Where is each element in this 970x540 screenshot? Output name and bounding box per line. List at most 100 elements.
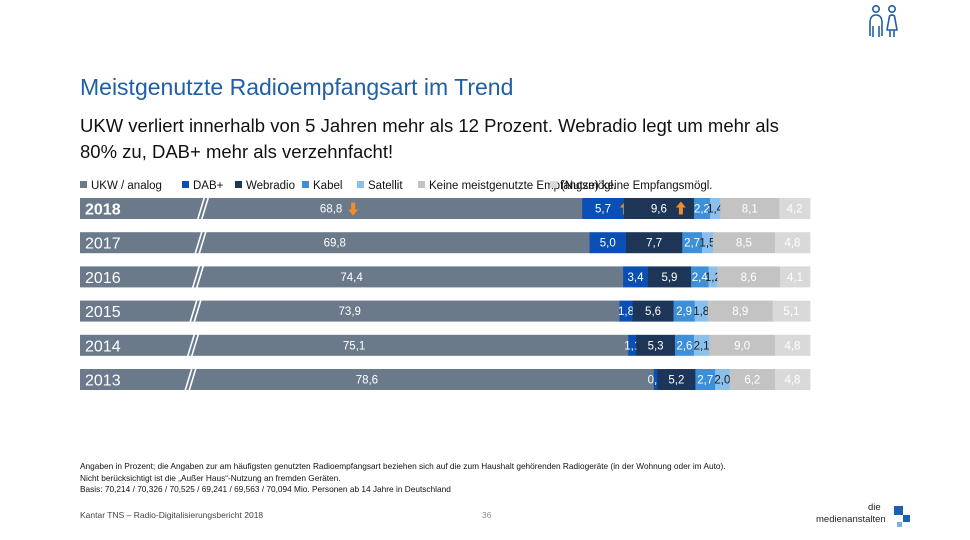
legend-swatch — [302, 181, 309, 188]
legend-label: Kabel — [313, 180, 343, 192]
data-label: 1,2 — [705, 272, 721, 284]
footer-source: Kantar TNS – Radio-Digitalisierungsberic… — [80, 510, 264, 520]
category-label: 2018 — [85, 202, 121, 219]
footnote-line: Angaben in Prozent; die Angaben zur am h… — [80, 461, 726, 471]
data-label: 69,8 — [324, 238, 346, 250]
category-label: 2014 — [85, 338, 121, 355]
bar-segment — [720, 198, 780, 219]
legend-item: Satellit — [357, 180, 403, 192]
data-label: 8,1 — [742, 204, 758, 216]
data-label: 78,6 — [356, 375, 378, 387]
data-label: 8,6 — [741, 272, 757, 284]
data-label: 2,9 — [676, 306, 692, 318]
data-label: 2,2 — [694, 204, 710, 216]
data-label: 1,8 — [618, 306, 634, 318]
break-mark — [193, 299, 202, 323]
arrow-down-icon — [348, 202, 359, 216]
legend-item: Keine meistgenutzte Empfangsmögl. — [418, 180, 616, 192]
bar-segment — [673, 300, 696, 322]
bar-segment — [774, 232, 811, 254]
bar-segment — [632, 300, 674, 322]
bar-segment — [717, 266, 781, 288]
data-label: 8,5 — [736, 238, 752, 250]
bar-segment — [774, 334, 811, 356]
data-label: 6,2 — [744, 375, 760, 387]
data-label: 9,0 — [734, 340, 750, 352]
category-label: 2015 — [85, 304, 121, 321]
data-label: 2,4 — [692, 272, 709, 284]
legend-item: Kabel — [302, 180, 342, 192]
data-label: 1,5 — [699, 238, 715, 250]
data-label: 9,6 — [651, 204, 667, 216]
data-label: 5,9 — [661, 272, 677, 284]
data-label: 2,7 — [684, 238, 700, 250]
legend-label: UKW / analog — [91, 180, 162, 192]
legend-item: (Nutze) keine Empfangsmögl. — [550, 180, 712, 192]
category-label: 2016 — [85, 270, 121, 287]
logo-text-top: die — [868, 502, 881, 513]
bar-segment — [707, 300, 774, 322]
page-number: 36 — [482, 510, 492, 520]
bar-segment — [779, 198, 811, 219]
bar-segment — [691, 266, 709, 288]
chart-legend: UKW / analog DAB+ Webradio Kabel Satellit Kei… — [80, 180, 820, 196]
break-mark — [188, 367, 197, 392]
data-label: 4,8 — [784, 238, 800, 250]
bar-segment — [693, 198, 711, 219]
data-label: 1,8 — [693, 306, 709, 318]
bar-segment — [729, 369, 776, 390]
bar-segment — [647, 266, 692, 288]
bar-segment — [774, 369, 811, 390]
legend-label: Satellit — [368, 180, 403, 192]
bar-segment — [693, 334, 710, 356]
data-label: 4,1 — [787, 272, 803, 284]
bar-segment — [708, 266, 718, 288]
break-mark — [194, 230, 203, 255]
data-label: 5,1 — [783, 306, 799, 318]
legend-swatch — [235, 181, 242, 188]
break-mark — [198, 230, 207, 255]
break-mark — [186, 333, 196, 358]
legend-item: Webradio — [235, 180, 295, 192]
bar-segment — [772, 300, 811, 322]
data-label: 68,8 — [320, 204, 342, 216]
break-mark — [200, 196, 210, 221]
medienanstalten-logo: die medienanstalten — [816, 502, 916, 532]
page-title: Meistgenutzte Radioempfangsart im Trend — [80, 74, 514, 100]
break-mark — [190, 333, 200, 358]
bar-segment — [653, 369, 658, 390]
break-mark — [189, 299, 198, 323]
data-label: 1,1 — [624, 340, 640, 352]
data-label: 1,4 — [707, 204, 724, 216]
legend-label: DAB+ — [193, 180, 224, 192]
data-label: 2,7 — [697, 375, 713, 387]
data-label: 4,2 — [787, 204, 803, 216]
data-label: 73,9 — [339, 306, 361, 318]
data-label: 2,0 — [714, 375, 730, 387]
bar-segment — [582, 198, 625, 219]
bar-segment — [657, 369, 696, 390]
bar-segment — [80, 232, 590, 254]
data-label: 2,1 — [694, 340, 710, 352]
break-mark — [184, 367, 193, 392]
bar-segment — [626, 232, 683, 254]
logo-text-main: medienanstalten — [816, 514, 886, 525]
legend-item: DAB+ — [182, 180, 223, 192]
bar-segment — [80, 369, 655, 390]
data-label: 3,4 — [628, 272, 645, 284]
legend-item: UKW / analog — [80, 180, 162, 192]
data-label: 5,3 — [648, 340, 664, 352]
legend-swatch — [357, 181, 364, 188]
arrow-up-icon — [675, 201, 686, 215]
bar-segment — [80, 198, 583, 219]
data-label: 2,6 — [676, 340, 692, 352]
bar-segment — [619, 300, 634, 322]
bar-segment — [694, 300, 709, 322]
bar-segment — [636, 334, 676, 356]
data-label: 5,7 — [595, 204, 611, 216]
bar-segment — [682, 232, 703, 254]
legend-swatch — [80, 181, 87, 188]
bar-segment — [80, 300, 620, 322]
bar-segment — [623, 198, 695, 219]
